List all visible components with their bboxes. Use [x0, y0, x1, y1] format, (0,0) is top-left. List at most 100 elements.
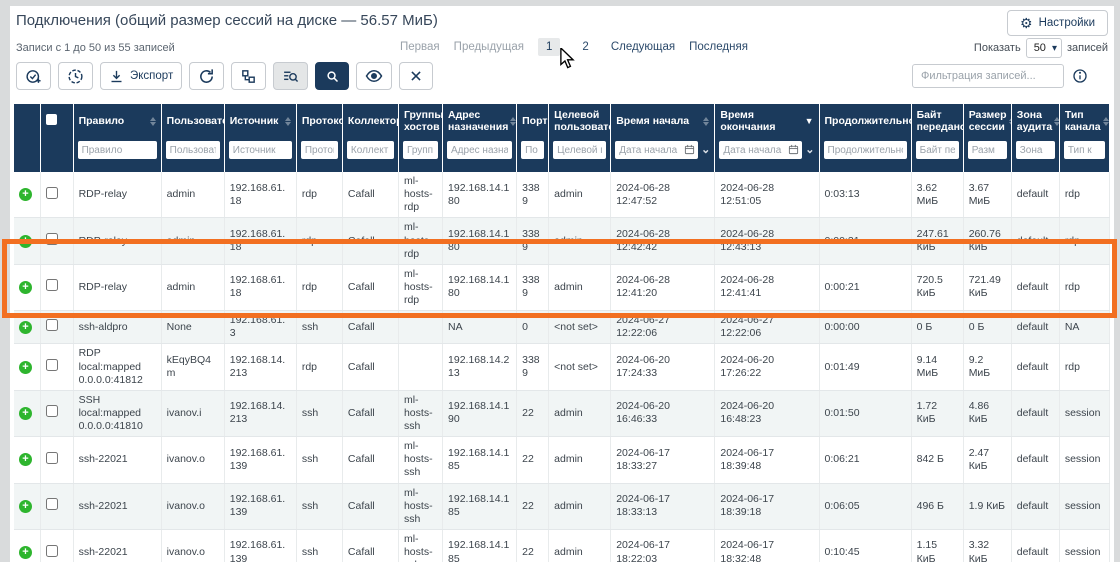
cell-collector: Cafall: [342, 217, 399, 265]
pagination-last[interactable]: Последняя: [689, 41, 748, 53]
filter-bytes-input[interactable]: [915, 141, 959, 159]
filter-collector-input[interactable]: [346, 141, 394, 159]
cell-start: 2024-06-17 18:33:13: [610, 483, 716, 530]
pagination-prev[interactable]: Предыдущая: [453, 41, 524, 53]
checkbox-cell: [40, 172, 74, 219]
history-button[interactable]: [58, 62, 93, 90]
session-status-icon[interactable]: +: [19, 546, 32, 559]
column-header-port[interactable]: Порт: [516, 104, 556, 138]
row-checkbox[interactable]: [45, 233, 58, 245]
row-checkbox[interactable]: [45, 186, 58, 199]
page-size-select[interactable]: 50 ▾: [1025, 38, 1062, 58]
filter-start-input[interactable]: [615, 141, 699, 159]
status-cell: +: [14, 310, 41, 345]
cell-source: 192.168.61.139: [224, 529, 297, 562]
column-header-dest[interactable]: Адрес назначения: [442, 104, 518, 138]
filter-records-input[interactable]: [912, 64, 1064, 88]
session-status-icon[interactable]: +: [19, 188, 32, 202]
row-checkbox[interactable]: [45, 405, 58, 418]
cell-target_user: admin: [548, 483, 612, 530]
filter-end-input[interactable]: [719, 141, 803, 159]
column-header-bytes[interactable]: Байт передано: [911, 104, 975, 138]
session-status-icon[interactable]: +: [19, 280, 32, 294]
checkbox-cell: [40, 483, 74, 530]
cell-dest: 192.168.14.213: [442, 343, 518, 391]
download-icon: [111, 70, 122, 82]
cell-channel: NA: [1059, 310, 1111, 345]
cell-rule: ssh-22021: [73, 483, 162, 530]
filter-duration-input[interactable]: [823, 141, 907, 159]
chevron-down-icon[interactable]: ⌄: [805, 143, 815, 156]
column-header-start[interactable]: Время начала: [610, 104, 716, 138]
filter-user-input[interactable]: [165, 141, 220, 159]
cell-target_user: admin: [548, 217, 612, 265]
session-status-icon[interactable]: +: [19, 360, 32, 374]
cell-end: 2024-06-17 18:32:48: [714, 529, 820, 562]
status-cell: +: [14, 436, 41, 484]
column-header-size[interactable]: Размер сессии: [963, 104, 1015, 138]
check-circle-add-icon: [26, 69, 41, 83]
session-status-icon[interactable]: +: [19, 453, 32, 467]
export-button[interactable]: Экспорт: [100, 62, 183, 90]
filter-protocol-input[interactable]: [300, 141, 338, 159]
row-checkbox[interactable]: [45, 279, 58, 292]
session-status-icon[interactable]: +: [19, 320, 32, 334]
filter-channel-input[interactable]: [1063, 141, 1105, 159]
column-header-rule[interactable]: Правило: [73, 104, 162, 138]
column-header-target_user[interactable]: Целевой пользователь: [548, 104, 636, 138]
filter-target_user-input[interactable]: [553, 141, 607, 159]
column-header-duration[interactable]: Продолжительность: [819, 104, 941, 138]
cell-bytes: 247.61 КиБ: [911, 217, 964, 265]
pagination-next[interactable]: Следующая: [610, 41, 676, 53]
cell-collector: Cafall: [342, 483, 399, 530]
info-icon[interactable]: [1072, 68, 1088, 84]
column-header-host_groups[interactable]: Группы хостов: [398, 104, 452, 138]
column-header-end[interactable]: Время окончания ▼: [714, 104, 820, 138]
session-status-icon[interactable]: +: [19, 499, 32, 513]
table-row: + ssh-22021 ivanov.o 192.168.61.139 ssh Cafal…: [14, 436, 1111, 484]
refresh-button[interactable]: [189, 62, 225, 90]
column-header-collector[interactable]: Коллектор: [342, 104, 411, 138]
filter-host_groups-input[interactable]: [402, 141, 439, 159]
select-all-checkbox[interactable]: [40, 104, 74, 138]
filter-rule-input[interactable]: [77, 141, 157, 159]
check-circle-add-button[interactable]: [16, 62, 51, 90]
pagination-first[interactable]: Первая: [400, 41, 440, 53]
column-header-source[interactable]: Источник: [224, 104, 297, 138]
session-status-icon[interactable]: +: [19, 234, 32, 248]
row-checkbox[interactable]: [45, 498, 58, 511]
column-header-protocol[interactable]: Протокол: [296, 104, 360, 138]
pagination-page-2[interactable]: 2: [582, 41, 589, 53]
eye-button[interactable]: [356, 62, 393, 90]
pagination-page-1[interactable]: 1: [538, 38, 561, 56]
select-all-checkbox-box[interactable]: [45, 114, 57, 125]
chevron-down-icon[interactable]: ⌄: [701, 143, 711, 156]
cell-start: 2024-06-17 18:33:27: [610, 436, 716, 484]
column-header-zone[interactable]: Зона аудита: [1011, 104, 1061, 138]
column-header-user[interactable]: Пользователь: [161, 104, 250, 138]
settings-button[interactable]: ⚙ Настройки: [1007, 10, 1108, 36]
filter-source-input[interactable]: [228, 141, 292, 159]
cell-protocol: ssh: [296, 436, 343, 484]
cell-host_groups: ml-hosts-ssh: [398, 483, 444, 530]
list-search-button[interactable]: [273, 62, 309, 90]
session-status-icon[interactable]: +: [19, 406, 32, 420]
cell-bytes: 720.5 КиБ: [911, 264, 964, 312]
row-checkbox[interactable]: [45, 451, 58, 464]
cell-collector: Cafall: [342, 343, 399, 391]
sitemap-button[interactable]: [231, 62, 267, 90]
cell-protocol: rdp: [296, 172, 343, 219]
row-checkbox[interactable]: [45, 359, 58, 371]
cell-end: 2024-06-20 17:26:22: [714, 343, 820, 391]
filter-port-input[interactable]: [521, 141, 545, 159]
filter-dest-input[interactable]: [447, 141, 513, 159]
clear-button[interactable]: [399, 62, 434, 90]
boxed-search-button[interactable]: [315, 62, 350, 90]
filter-size-input[interactable]: [967, 141, 1007, 159]
row-checkbox[interactable]: [45, 319, 58, 332]
table-row: + RDP-relay admin 192.168.61.18 rdp Cafall ml-…: [14, 264, 1111, 312]
chevron-down-icon: ▾: [1051, 42, 1057, 54]
column-header-channel[interactable]: Тип канала: [1059, 104, 1111, 138]
row-checkbox[interactable]: [45, 544, 58, 557]
filter-zone-input[interactable]: [1015, 141, 1055, 159]
